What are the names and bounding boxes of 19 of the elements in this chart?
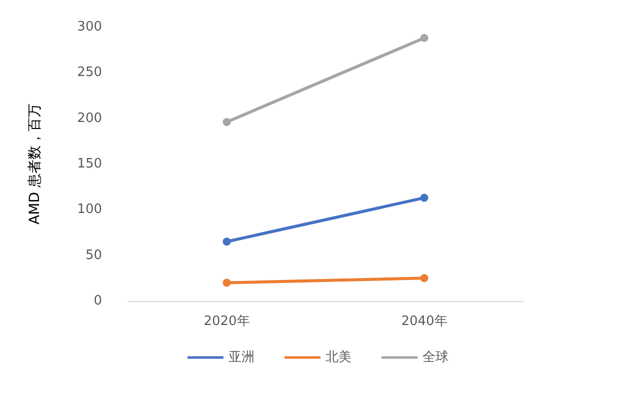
- x-tick-label: 2020年: [204, 314, 250, 329]
- x-tick-label: 2040年: [401, 314, 448, 329]
- y-tick-label: 250: [77, 65, 102, 80]
- legend-label: 全球: [422, 350, 448, 365]
- legend-label: 亚洲: [228, 350, 254, 365]
- y-tick-label: 0: [94, 294, 102, 308]
- point: [420, 274, 428, 282]
- point: [420, 34, 428, 42]
- point: [222, 278, 231, 287]
- legend-label: 北美: [326, 349, 352, 365]
- y-tick-label: 300: [77, 20, 102, 34]
- point: [420, 194, 428, 202]
- point: [222, 238, 231, 246]
- y-tick-label: 150: [77, 156, 102, 172]
- y-axis-title: AMD 患者数，百万: [27, 104, 43, 224]
- point: [222, 118, 231, 126]
- y-tick-label: 50: [85, 248, 102, 263]
- y-tick-label: 100: [77, 202, 102, 218]
- y-tick-label: 200: [77, 110, 102, 126]
